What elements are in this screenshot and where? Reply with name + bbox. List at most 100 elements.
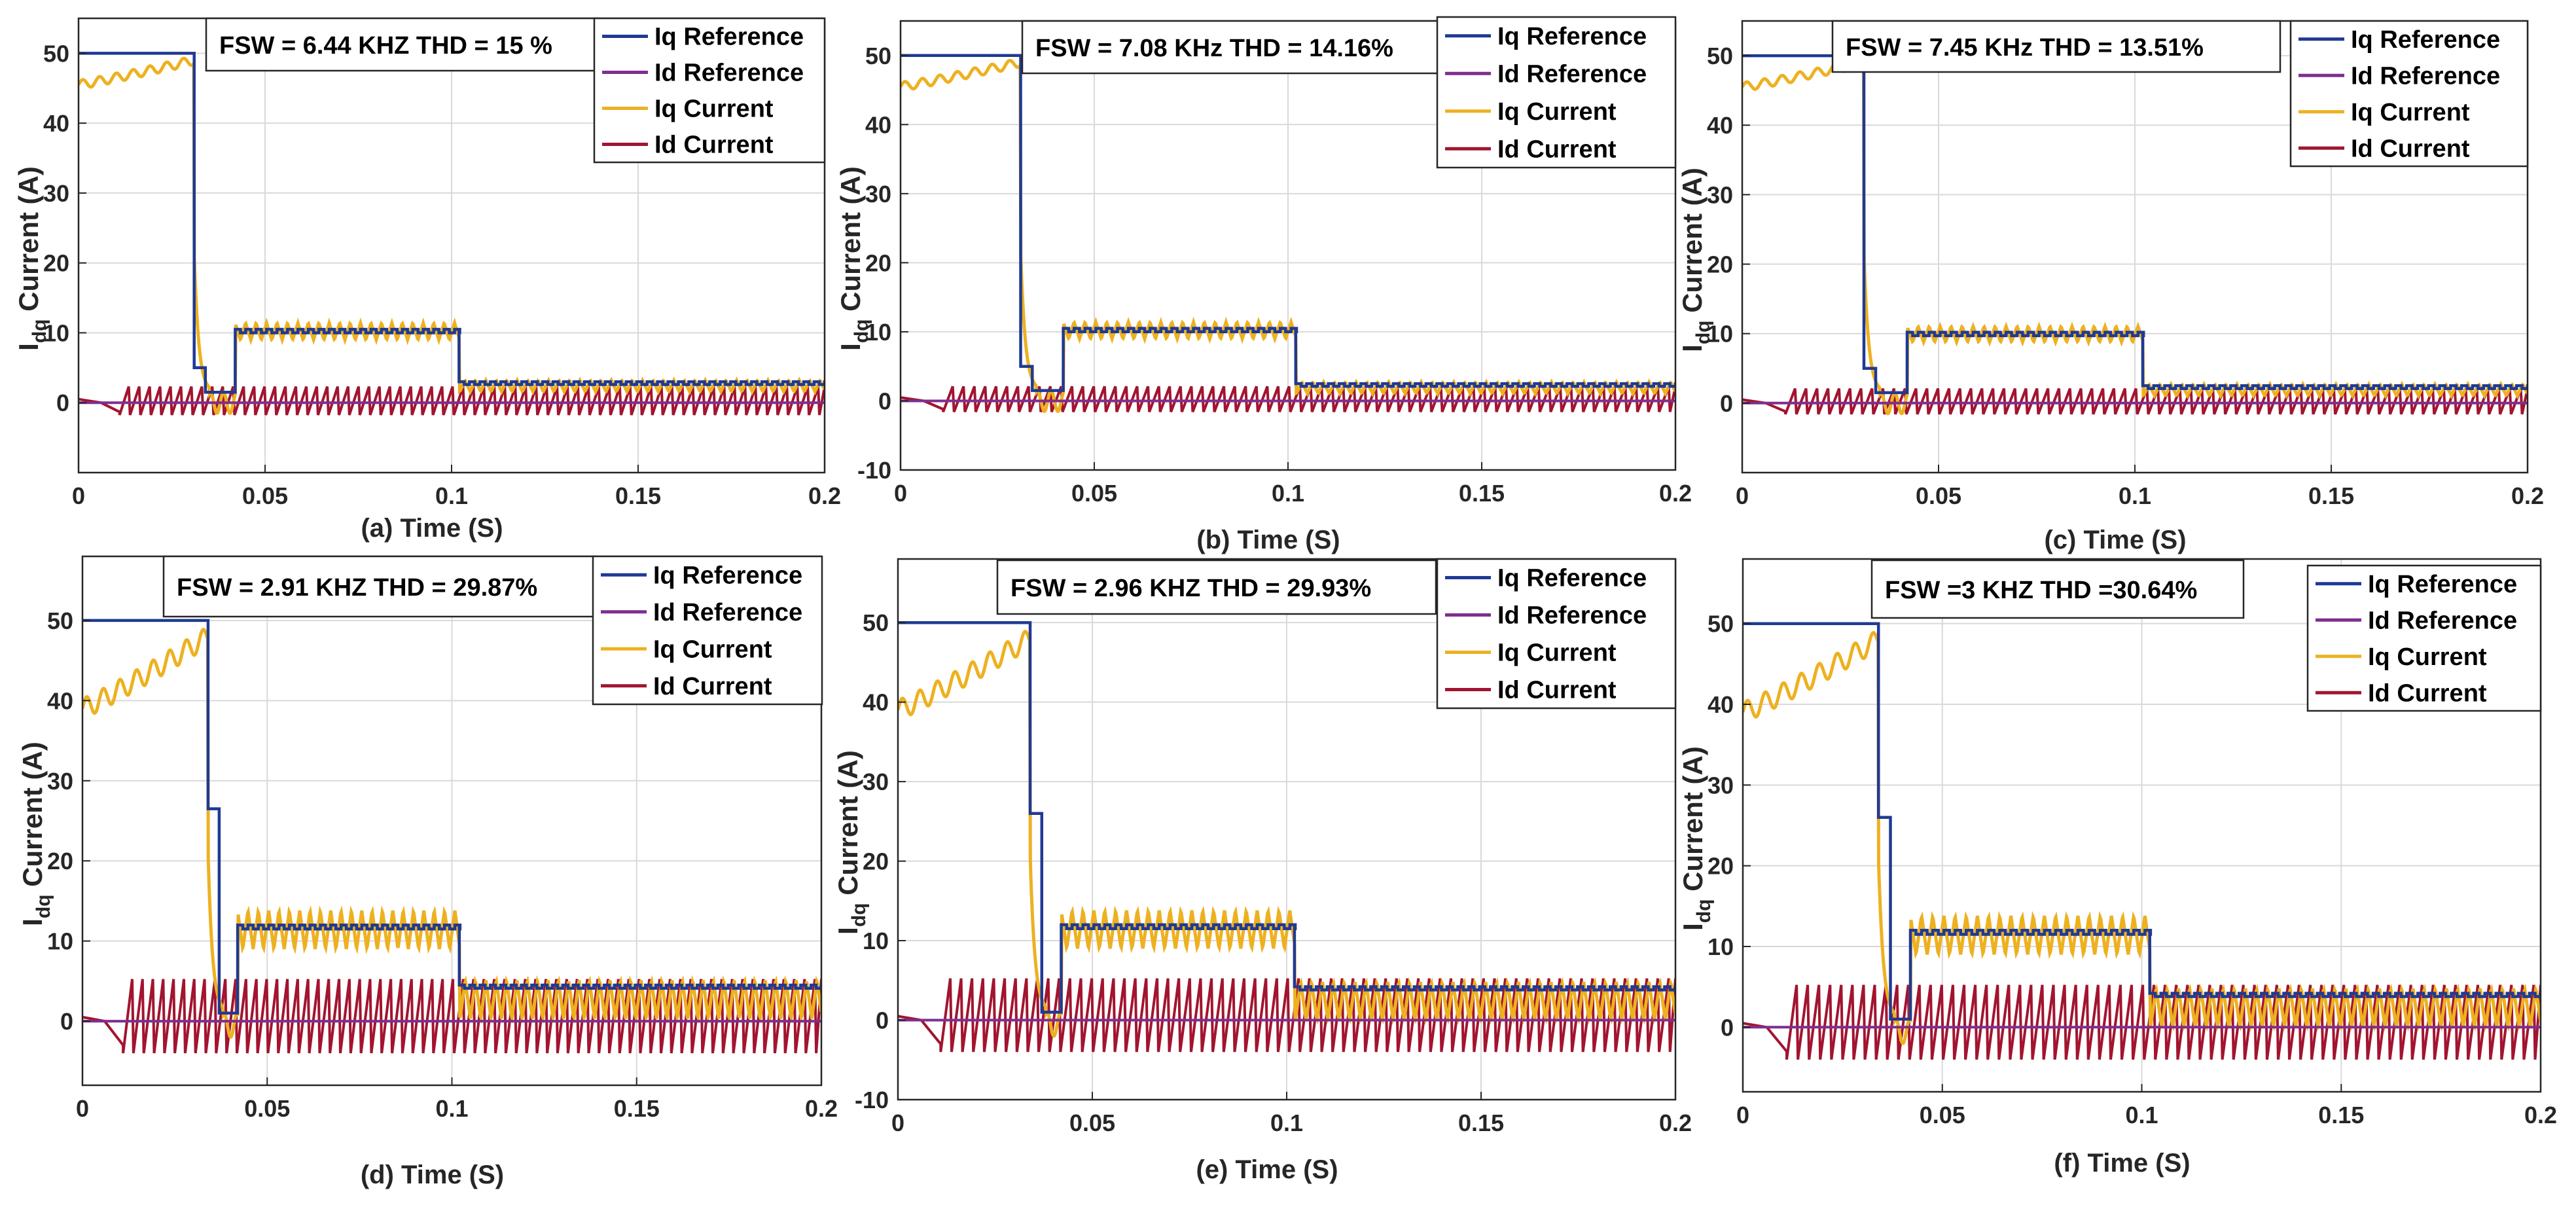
series-iq-reference xyxy=(898,621,1675,1014)
series-iq-reference xyxy=(901,54,1675,392)
series-id-current xyxy=(79,386,825,416)
annotation-text: FSW = 7.08 KHz THD = 14.16% xyxy=(1035,35,1393,62)
legend-label: Iq Current xyxy=(1497,640,1617,667)
x-tick-label: 0.1 xyxy=(1270,1109,1303,1136)
series-id-current xyxy=(1742,387,2528,415)
y-axis-label-main: I xyxy=(17,918,48,926)
y-tick-label: 40 xyxy=(43,110,69,137)
y-axis-label-main: I xyxy=(1677,344,1708,352)
y-axis-label: Idq Current (A) xyxy=(1677,168,1714,352)
y-tick-label: 20 xyxy=(1707,251,1733,278)
x-tick-label: 0.05 xyxy=(1916,482,1961,509)
panel-f: 0 0.05 0.1 0.15 0.2 0 10 20 30 40 50 Idq Current (A… xyxy=(1677,558,2557,1178)
legend-label: Id Reference xyxy=(2368,607,2517,634)
series-iq-reference xyxy=(1742,54,2528,395)
y-axis-label-unit: Current (A) xyxy=(835,166,866,319)
y-axis-label-subscript: dq xyxy=(29,319,50,344)
series-iq-current xyxy=(82,628,821,1039)
y-tick-label: 0 xyxy=(1721,1014,1734,1041)
annotation-text: FSW =3 KHZ THD =30.64% xyxy=(1885,577,2197,604)
y-axis-label-unit: Current (A) xyxy=(1677,168,1708,320)
y-axis-label-subscript: dq xyxy=(1693,899,1715,924)
y-tick-label: 30 xyxy=(47,768,73,795)
y-tick-label: 40 xyxy=(47,687,73,714)
x-tick-label: 0.15 xyxy=(2308,482,2354,509)
series-iq-current xyxy=(898,630,1675,1038)
annotation-text: FSW = 2.96 KHZ THD = 29.93% xyxy=(1011,575,1371,602)
y-tick-label: 40 xyxy=(1708,691,1734,718)
x-tick-label: 0.1 xyxy=(435,482,468,509)
y-tick-label: 50 xyxy=(1707,43,1733,69)
y-tick-label: 10 xyxy=(865,319,891,346)
series-iq-reference xyxy=(82,619,821,1015)
legend-box xyxy=(593,17,826,164)
x-tick-label: 0.2 xyxy=(2511,482,2544,509)
legend-box xyxy=(592,555,823,706)
x-tick-label: 0.15 xyxy=(1458,1109,1504,1136)
legend-label: Id Current xyxy=(2368,679,2487,707)
legend-label: Id Current xyxy=(654,132,774,159)
y-axis-label-subscript: dq xyxy=(1692,321,1714,345)
x-tick-label: 0.15 xyxy=(1459,480,1505,507)
annotation-box xyxy=(1870,559,2245,619)
y-axis-label-unit: Current (A) xyxy=(832,750,863,903)
x-tick-label: 0 xyxy=(894,480,907,507)
legend: Iq Reference Id Reference Iq Current Id Cur… xyxy=(1436,16,1677,169)
legend: Iq Reference Id Reference Iq Current Id Cur… xyxy=(2289,20,2529,168)
series-id-current xyxy=(1743,984,2541,1060)
y-tick-label: 40 xyxy=(865,111,891,138)
y-axis-label-subscript: dq xyxy=(33,895,54,919)
x-tick-label: 0.1 xyxy=(1272,480,1304,507)
legend-label: Id Current xyxy=(653,673,772,700)
y-tick-label: 20 xyxy=(1708,853,1734,880)
y-tick-label: 40 xyxy=(863,689,889,716)
legend-label: Iq Current xyxy=(2368,643,2487,671)
y-tick-label: 0 xyxy=(1720,390,1733,417)
panel-d: 0 0.05 0.1 0.15 0.2 0 10 20 30 40 50 Idq Current (A… xyxy=(17,555,838,1189)
legend-label: Id Current xyxy=(1497,135,1617,163)
x-tick-label: 0.1 xyxy=(435,1095,468,1122)
annotation-box xyxy=(1831,20,2281,73)
series-id-current xyxy=(82,979,821,1054)
y-axis-label-main: I xyxy=(13,343,44,351)
panel-a: 0 0.05 0.1 0.15 0.2 0 10 20 30 40 50 Idq Current (A… xyxy=(13,17,841,543)
y-tick-label: 30 xyxy=(43,180,69,207)
panel-caption: (a) Time (S) xyxy=(361,514,503,543)
legend-label: Id Reference xyxy=(653,599,802,626)
legend-label: Iq Reference xyxy=(654,24,804,51)
y-axis-label-main: I xyxy=(832,927,863,935)
legend-label: Iq Reference xyxy=(1497,565,1647,592)
y-axis-label: Idq Current (A) xyxy=(1677,746,1715,931)
x-tick-label: 0.2 xyxy=(2524,1102,2557,1128)
panel-caption: (b) Time (S) xyxy=(1196,526,1340,554)
y-axis-label-subscript: dq xyxy=(848,903,870,928)
y-tick-label: 50 xyxy=(863,609,889,636)
panel-c: 0 0.05 0.1 0.15 0.2 0 10 20 30 40 50 Idq Current (A… xyxy=(1677,20,2544,554)
x-tick-label: 0.05 xyxy=(1069,1109,1115,1136)
y-tick-label: 10 xyxy=(47,928,73,955)
y-tick-label: 30 xyxy=(865,181,891,207)
x-tick-label: 0.05 xyxy=(1920,1102,1965,1128)
legend: Iq Reference Id Reference Iq Current Id Cur… xyxy=(592,555,823,706)
y-axis-label: Idq Current (A) xyxy=(17,742,54,926)
y-axis-label-unit: Current (A) xyxy=(1677,746,1708,899)
annotation-box xyxy=(1021,20,1448,75)
y-axis-label: Idq Current (A) xyxy=(835,166,872,351)
x-tick-label: 0.15 xyxy=(2318,1102,2364,1128)
panel-caption: (d) Time (S) xyxy=(361,1161,504,1189)
y-axis-label-main: I xyxy=(835,343,866,351)
legend-label: Iq Reference xyxy=(653,562,802,589)
y-tick-label: 20 xyxy=(865,249,891,276)
x-tick-label: 0.15 xyxy=(615,482,661,509)
legend-label: Iq Current xyxy=(2351,99,2470,126)
legend-label: Iq Reference xyxy=(2351,26,2500,54)
panel-caption: (f) Time (S) xyxy=(2054,1149,2190,1178)
legend-box xyxy=(2306,564,2542,712)
series-iq-reference xyxy=(1743,622,2541,1021)
y-tick-label: -10 xyxy=(857,457,891,484)
legend: Iq Reference Id Reference Iq Current Id Cur… xyxy=(593,17,826,164)
legend-label: Id Reference xyxy=(1497,602,1647,630)
legend-label: Iq Current xyxy=(653,636,772,663)
